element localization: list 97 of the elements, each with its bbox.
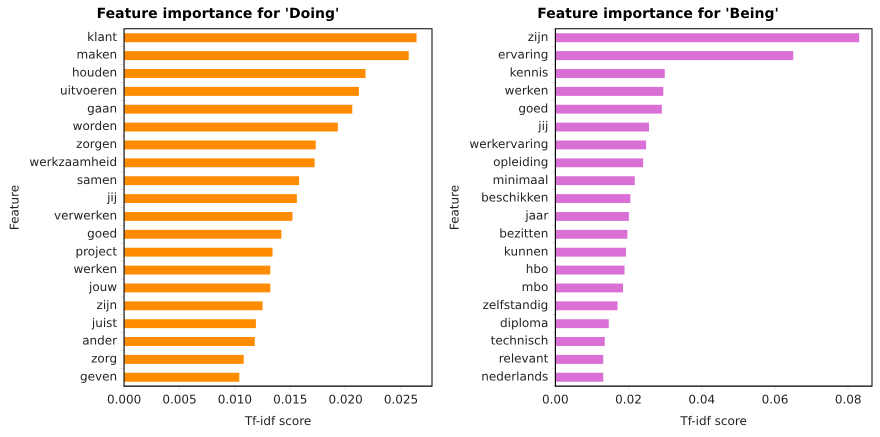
x-tick-label: 0.00 [542, 392, 569, 407]
chart-title: Feature importance for 'Doing' [96, 6, 340, 22]
y-tick-label: geven [80, 369, 118, 384]
y-tick-label: werkzaamheid [29, 154, 118, 169]
y-tick-label: goed [87, 226, 118, 240]
bar [556, 354, 604, 364]
y-tick-label: kennis [510, 66, 548, 80]
bar [556, 176, 635, 186]
x-tick-label: 0.08 [834, 392, 862, 407]
x-tick-label: 0.015 [273, 392, 308, 407]
bar [124, 104, 352, 114]
y-tick-label: werken [73, 262, 118, 276]
bar [124, 176, 300, 186]
x-tick-label: 0.025 [384, 392, 418, 407]
bar [124, 33, 416, 42]
y-tick-label: jij [106, 190, 118, 205]
bar [124, 248, 273, 257]
bar [124, 319, 256, 328]
x-tick-label: 0.020 [328, 392, 363, 407]
bar [556, 33, 860, 42]
bar [124, 51, 409, 60]
bar [124, 266, 270, 275]
y-tick-label: project [75, 244, 118, 258]
bar [124, 283, 270, 292]
y-tick-label: zijn [96, 298, 118, 312]
bar [124, 158, 315, 168]
bar [556, 248, 626, 257]
y-tick-label: zorg [91, 352, 118, 366]
bar [556, 104, 662, 114]
y-tick-label: relevant [498, 352, 549, 366]
bar [556, 51, 794, 60]
y-tick-label: zelfstandig [482, 298, 548, 312]
y-tick-label: zorgen [76, 137, 118, 152]
x-axis-title: Tf-idf score [244, 414, 312, 428]
x-tick-label: 0.010 [218, 392, 252, 407]
bar [124, 230, 282, 239]
x-tick-label: 0.04 [688, 392, 716, 407]
bar [556, 69, 665, 78]
x-tick-label: 0.06 [762, 392, 788, 407]
y-tick-label: houden [72, 66, 118, 80]
bar [124, 372, 240, 382]
bar [556, 230, 628, 239]
y-tick-label: beschikken [481, 190, 548, 205]
y-tick-label: nederlands [481, 369, 548, 384]
bar [124, 140, 316, 150]
bar [124, 69, 366, 78]
bar [556, 212, 629, 221]
bar [124, 354, 244, 364]
y-tick-label: werken [504, 83, 548, 98]
x-tick-label: 0.005 [162, 392, 197, 407]
y-tick-label: mbo [522, 280, 548, 294]
y-tick-label: werkervaring [469, 137, 548, 152]
y-tick-label: opleiding [493, 154, 548, 169]
bar [124, 301, 263, 310]
bar [124, 194, 297, 204]
y-tick-label: bezitten [499, 226, 548, 240]
y-tick-label: jouw [88, 280, 118, 294]
chart-title: Feature importance for 'Being' [537, 6, 779, 22]
bar [124, 86, 359, 96]
y-tick-label: zijn [528, 30, 548, 44]
bar [556, 158, 644, 168]
bar [556, 140, 646, 150]
y-tick-label: uitvoeren [60, 83, 118, 98]
y-tick-label: juist [90, 316, 118, 330]
y-tick-label: minimaal [492, 172, 548, 187]
y-tick-label: klant [87, 30, 118, 44]
y-tick-label: goed [518, 101, 548, 116]
bar [556, 86, 664, 96]
x-tick-label: 0.02 [615, 392, 642, 407]
y-tick-label: technisch [490, 334, 548, 348]
bar [124, 337, 255, 346]
y-axis-title: Feature [447, 184, 462, 230]
bar [124, 212, 292, 221]
y-tick-label: maken [76, 48, 118, 62]
y-tick-label: worden [72, 119, 118, 134]
bar [556, 266, 625, 275]
bar [556, 122, 650, 132]
y-axis-title: Feature [7, 184, 22, 230]
bar [556, 319, 609, 328]
x-axis-title: Tf-idf score [679, 414, 747, 428]
y-tick-label: hbo [526, 262, 548, 276]
y-tick-label: jaar [524, 208, 548, 223]
y-tick-label: verwerken [54, 208, 118, 223]
bar [556, 301, 618, 310]
bar [124, 122, 338, 132]
y-tick-label: diploma [500, 316, 548, 330]
y-tick-label: ander [82, 334, 118, 348]
y-tick-label: kunnen [504, 244, 548, 258]
y-tick-label: jij [537, 119, 548, 134]
bar [556, 194, 630, 204]
bar [556, 337, 605, 346]
y-tick-label: ervaring [498, 48, 548, 62]
y-tick-label: gaan [87, 101, 118, 116]
y-tick-label: samen [76, 172, 118, 187]
bar [556, 372, 604, 382]
x-tick-label: 0.000 [106, 392, 142, 407]
bar [556, 283, 624, 292]
